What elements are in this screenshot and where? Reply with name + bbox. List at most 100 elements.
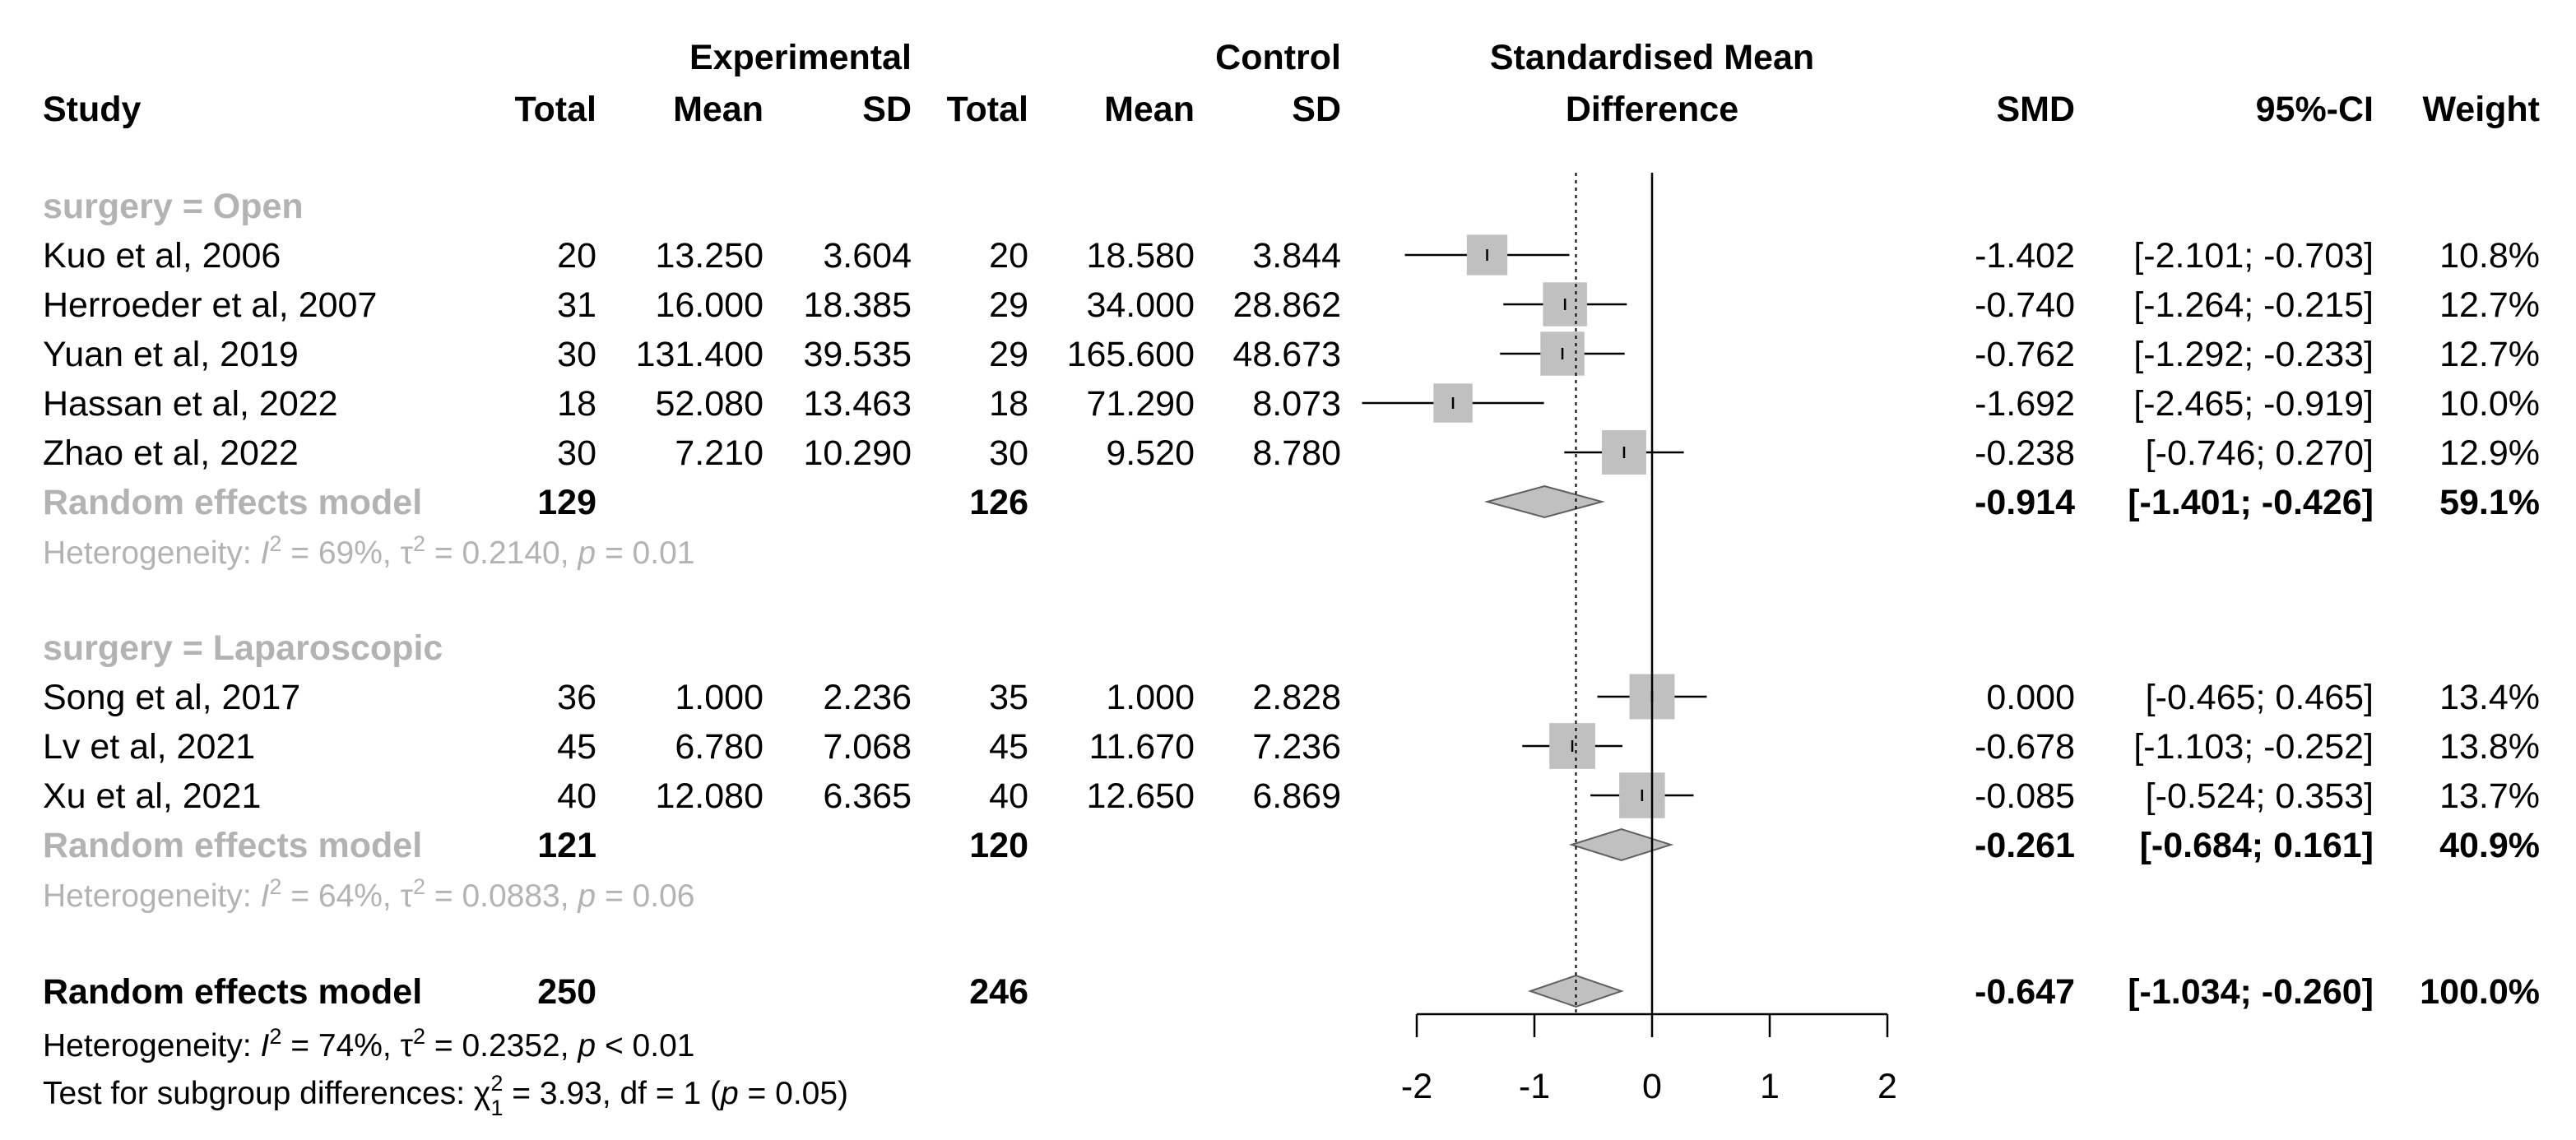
weight-value: 13.8%: [2439, 727, 2540, 767]
ctl-total: 30: [989, 433, 1028, 473]
het-tau2-value: = 0.0883,: [425, 878, 578, 914]
exp-sd: 7.068: [823, 727, 912, 767]
weight-value: 13.7%: [2439, 776, 2540, 816]
het-p-symbol: p: [577, 535, 596, 571]
het-p-symbol: p: [577, 1028, 596, 1064]
study-name: Yuan et al, 2019: [43, 335, 299, 374]
exp-sd: 39.535: [803, 335, 912, 374]
het-i-superscript: 2: [269, 874, 281, 899]
exp-sd: 13.463: [803, 384, 912, 424]
exp-total: 40: [557, 776, 596, 816]
weight-value: 12.7%: [2439, 285, 2540, 325]
header-experimental: Experimental: [689, 38, 912, 77]
exp-mean: 7.210: [675, 433, 764, 473]
chi-superscript: 2: [490, 1071, 503, 1096]
study-name: Xu et al, 2021: [43, 776, 261, 816]
ctl-sd: 8.073: [1252, 384, 1341, 424]
exp-total: 30: [557, 335, 596, 374]
x-tick-label: -2: [1401, 1067, 1432, 1106]
subgroup-difference-test: Test for subgroup differences: χ2 1 = 3.9…: [43, 1071, 848, 1120]
ctl-sd: 2.828: [1252, 678, 1341, 717]
ci-value: [-1.264; -0.215]: [2133, 285, 2374, 325]
het-p-value: = 0.01: [596, 535, 694, 571]
het-prefix: Heterogeneity:: [43, 1028, 261, 1064]
ctl-mean: 1.000: [1106, 678, 1195, 717]
study-name: Hassan et al, 2022: [43, 384, 338, 424]
ctl-mean: 12.650: [1086, 776, 1195, 816]
pooled-smd: -0.261: [1975, 826, 2075, 865]
header-exp-total: Total: [514, 90, 596, 129]
header-ctl-sd: SD: [1292, 90, 1341, 129]
pooled-ctl-total: 126: [969, 483, 1028, 522]
exp-mean: 12.080: [655, 776, 764, 816]
het-i-symbol: I: [261, 535, 270, 571]
het-p-value: < 0.01: [596, 1028, 694, 1064]
pooled-smd: -0.914: [1975, 483, 2075, 522]
ctl-total: 35: [989, 678, 1028, 717]
ctl-mean: 71.290: [1086, 384, 1195, 424]
header-ctl-total: Total: [946, 90, 1028, 129]
overall-heterogeneity: Heterogeneity: I2 = 74%, τ2 = 0.2352, p …: [43, 1024, 694, 1064]
exp-mean: 16.000: [655, 285, 764, 325]
ctl-total: 18: [989, 384, 1028, 424]
exp-mean: 52.080: [655, 384, 764, 424]
chi-subscript: 1: [490, 1096, 503, 1120]
het-i-symbol: I: [261, 878, 270, 914]
weight-value: 10.8%: [2439, 236, 2540, 276]
subgroup-heterogeneity: Heterogeneity: I2 = 64%, τ2 = 0.0883, p …: [43, 874, 694, 914]
het-i-superscript: 2: [269, 1024, 281, 1049]
pooled-label: Random effects model: [43, 483, 422, 522]
header-effect-line2: Difference: [1566, 90, 1738, 129]
het-tau-symbol: τ: [401, 878, 414, 914]
ctl-sd: 7.236: [1252, 727, 1341, 767]
het-tau-symbol: τ: [401, 535, 414, 571]
pooled-label: Random effects model: [43, 826, 422, 865]
x-tick-label: 1: [1760, 1067, 1780, 1106]
test-p-value: = 0.05): [739, 1076, 848, 1111]
subgroup-heterogeneity: Heterogeneity: I2 = 69%, τ2 = 0.2140, p …: [43, 531, 694, 571]
ctl-mean: 34.000: [1086, 285, 1195, 325]
exp-sd: 6.365: [823, 776, 912, 816]
weight-value: 10.0%: [2439, 384, 2540, 424]
ctl-total: 29: [989, 335, 1028, 374]
header-weight: Weight: [2422, 90, 2540, 129]
plot-area: -2 -1 0 1 2: [1362, 173, 1897, 1106]
ctl-total: 40: [989, 776, 1028, 816]
test-statistic: = 3.93, df = 1 (: [503, 1076, 721, 1111]
header-ci: 95%-CI: [2256, 90, 2374, 129]
overall-exp-total: 250: [537, 972, 596, 1012]
smd-value: -1.692: [1975, 384, 2075, 424]
overall-weight: 100.0%: [2420, 972, 2540, 1012]
overall-ctl-total: 246: [969, 972, 1028, 1012]
ctl-mean: 165.600: [1067, 335, 1195, 374]
het-i-superscript: 2: [269, 531, 281, 556]
weight-value: 12.7%: [2439, 335, 2540, 374]
ctl-mean: 11.670: [1089, 727, 1195, 767]
smd-value: -0.740: [1975, 285, 2075, 325]
chi-symbol: χ: [474, 1076, 491, 1111]
het-tau-superscript: 2: [413, 874, 425, 899]
exp-total: 30: [557, 433, 596, 473]
het-tau-superscript: 2: [413, 531, 425, 556]
ci-value: [-1.292; -0.233]: [2133, 335, 2374, 374]
study-name: Kuo et al, 2006: [43, 236, 281, 276]
ctl-mean: 9.520: [1106, 433, 1195, 473]
subgroup-label: surgery = Open: [43, 187, 304, 226]
het-i2-value: = 74%,: [281, 1028, 400, 1064]
exp-sd: 2.236: [823, 678, 912, 717]
ci-value: [-0.524; 0.353]: [2146, 776, 2374, 816]
exp-mean: 1.000: [675, 678, 764, 717]
weight-value: 13.4%: [2439, 678, 2540, 717]
pooled-ci: [-1.401; -0.426]: [2128, 483, 2374, 522]
header-effect-line1: Standardised Mean: [1490, 38, 1814, 77]
het-tau2-value: = 0.2140,: [425, 535, 578, 571]
pooled-weight: 59.1%: [2439, 483, 2540, 522]
pooled-diamond: [1483, 484, 1605, 519]
ci-value: [-1.103; -0.252]: [2133, 727, 2374, 767]
header-control: Control: [1215, 38, 1341, 77]
weight-value: 12.9%: [2439, 433, 2540, 473]
smd-value: -0.238: [1975, 433, 2075, 473]
ctl-sd: 6.869: [1252, 776, 1341, 816]
study-name: Herroeder et al, 2007: [43, 285, 377, 325]
